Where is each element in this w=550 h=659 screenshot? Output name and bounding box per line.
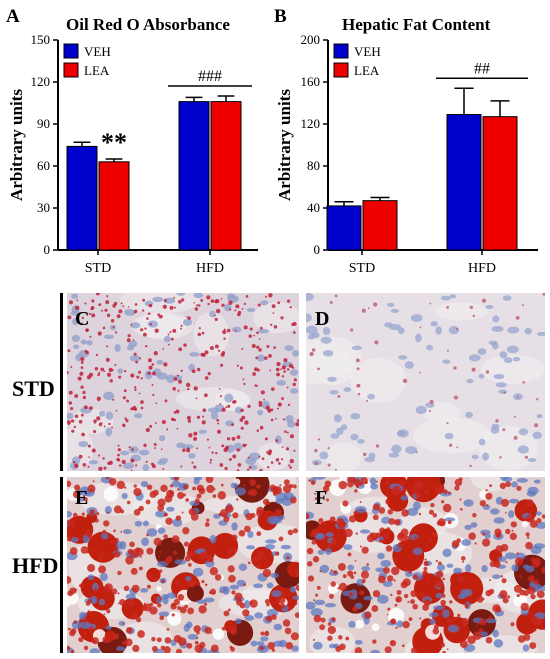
y-tick-label: 60 <box>37 158 50 173</box>
chart-title: Oil Red O Absorbance <box>66 15 230 34</box>
charts-canvas: A Oil Red O Absorbance Arbitrary units 0 30 6… <box>6 6 538 276</box>
panel-letter-e: E <box>75 487 89 509</box>
significance-stars: ** <box>101 128 127 157</box>
y-tick-label: 150 <box>31 32 51 47</box>
y-tick-label: 0 <box>314 242 321 257</box>
micrograph-d <box>306 293 545 471</box>
micrograph-f-image <box>306 477 545 653</box>
chart-title: Hepatic Fat Content <box>342 15 491 34</box>
y-tick-label: 30 <box>37 200 50 215</box>
bar-veh-hfd <box>446 114 482 251</box>
bar-veh-hfd <box>178 101 210 251</box>
x-tick-label: STD <box>349 261 375 276</box>
x-tick-label: STD <box>85 261 111 276</box>
legend-label-lea: LEA <box>354 63 380 78</box>
x-tick-label: HFD <box>196 261 224 276</box>
row-label-hfd: HFD <box>12 553 59 578</box>
bar-veh-std <box>66 145 98 251</box>
row-label-std: STD <box>12 376 55 401</box>
y-tick-label: 120 <box>301 116 321 131</box>
y-tick-label: 160 <box>301 74 321 89</box>
legend-swatch-lea <box>63 62 79 78</box>
bar-lea-std <box>98 161 130 251</box>
micrograph-e <box>67 477 299 653</box>
micrograph-e-image <box>67 477 299 653</box>
legend-label-lea: LEA <box>84 63 110 78</box>
y-tick-label: 90 <box>37 116 50 131</box>
hfd-row-bracket <box>60 477 63 653</box>
bar-lea-std <box>362 200 398 251</box>
panel-letter-d: D <box>315 308 330 330</box>
significance-hash: ### <box>198 68 222 85</box>
panel-letter-a: A <box>6 6 20 27</box>
micrograph-d-image <box>306 293 545 471</box>
panel-letter-c: C <box>75 308 90 330</box>
y-tick-label: 200 <box>301 32 321 47</box>
y-axis-label: Arbitrary units <box>275 89 294 201</box>
y-tick-label: 0 <box>44 242 51 257</box>
legend-swatch-veh <box>63 43 79 59</box>
legend-swatch-veh <box>333 43 349 59</box>
y-tick-label: 120 <box>31 74 51 89</box>
std-row-bracket <box>60 293 63 471</box>
bar-lea-hfd <box>210 101 242 251</box>
x-tick-label: HFD <box>468 261 496 276</box>
legend-swatch-lea <box>333 62 349 78</box>
bar-veh-std <box>326 205 362 251</box>
significance-hash: ## <box>474 60 490 77</box>
y-axis-label: Arbitrary units <box>7 89 26 201</box>
micrograph-c-image <box>67 293 299 471</box>
legend-label-veh: VEH <box>354 44 381 59</box>
y-tick-label: 80 <box>307 158 320 173</box>
micrograph-c <box>67 293 299 471</box>
y-tick-label: 40 <box>307 200 320 215</box>
micrograph-f <box>306 477 545 653</box>
panel-letter-f: F <box>315 487 328 509</box>
legend-label-veh: VEH <box>84 44 111 59</box>
bar-lea-hfd <box>482 116 518 251</box>
panel-letter-b: B <box>274 6 287 27</box>
